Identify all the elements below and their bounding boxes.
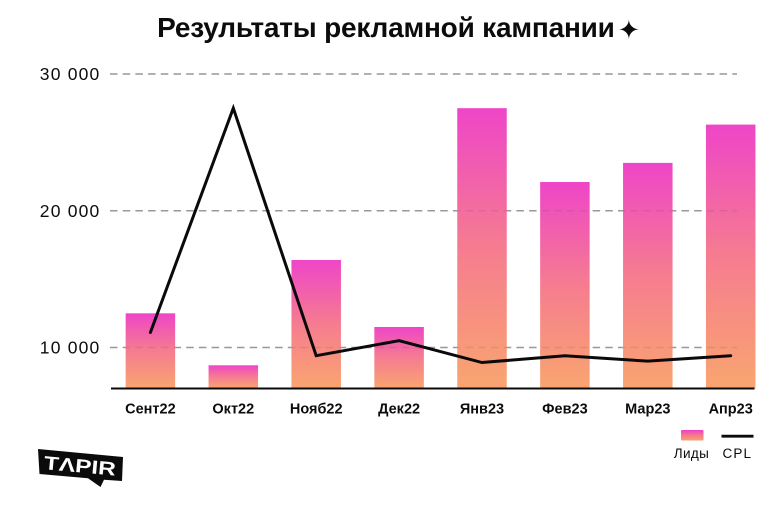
chart-title: Результаты рекламной кампании ✦ [9, 11, 779, 46]
svg-text:10 000: 10 000 [40, 338, 101, 358]
svg-text:Апр23: Апр23 [709, 401, 753, 417]
tapir-logo-shape [38, 449, 123, 487]
legend-label-leads: Лиды [674, 446, 710, 461]
tapir-logo: TΛPIR [38, 449, 123, 487]
svg-text:Сент22: Сент22 [125, 401, 176, 417]
svg-text:Нояб22: Нояб22 [290, 401, 343, 417]
svg-text:Янв23: Янв23 [460, 401, 504, 417]
svg-text:30 000: 30 000 [40, 64, 101, 84]
sparkle-icon: ✦ [617, 14, 640, 46]
svg-text:20 000: 20 000 [40, 201, 101, 221]
chart-title-text: Результаты рекламной кампании [157, 11, 615, 43]
svg-text:Фев23: Фев23 [542, 401, 587, 417]
svg-text:Окт22: Окт22 [212, 401, 254, 417]
legend-label-cpl: CPL [723, 446, 753, 461]
legend: Лиды CPL [674, 430, 754, 461]
leads-swatch-icon [681, 430, 704, 441]
svg-text:Дек22: Дек22 [378, 401, 420, 417]
svg-text:Мар23: Мар23 [625, 401, 670, 417]
